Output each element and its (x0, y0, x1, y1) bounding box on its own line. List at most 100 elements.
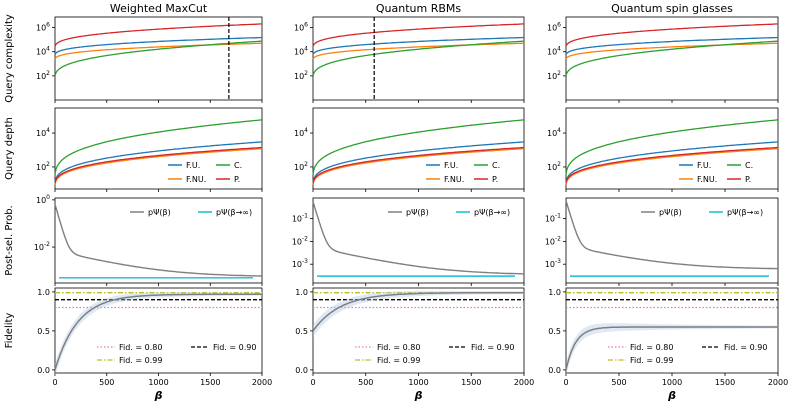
fidelity-band (313, 290, 524, 338)
line-fu (54, 36, 263, 55)
line-p-beta (54, 204, 263, 277)
axes-frame-r1-c0 (54, 107, 263, 190)
y-tick-label: 102 (36, 70, 50, 81)
column-title-1: Quantum RBMs (376, 2, 462, 15)
line-c (312, 40, 525, 76)
legend-label-fid-1: Fid. = 0.90 (724, 343, 767, 352)
y-tick-label: 104 (294, 127, 308, 138)
legend-label-p: P. (745, 175, 751, 184)
line-p (565, 146, 779, 184)
legend-label-p-infinity: pΨ(β→∞) (727, 208, 763, 217)
column-title-0: Weighted MaxCut (110, 2, 208, 15)
y-tick-label: 10-1 (545, 213, 561, 224)
line-c (312, 119, 525, 175)
x-tick-label: 1000 (148, 378, 168, 387)
line-c (54, 40, 263, 76)
y-tick-label: 106 (547, 22, 561, 33)
legend-label-c: C. (492, 161, 500, 170)
fidelity-band (566, 323, 778, 377)
legend-label-fu: F.U. (186, 161, 200, 170)
y-tick-label: 10-2 (34, 241, 50, 252)
line-c (565, 119, 779, 175)
y-tick-label: 10-2 (545, 235, 561, 246)
legend-label-p-infinity: pΨ(β→∞) (474, 208, 510, 217)
x-tick-label: 1500 (715, 378, 735, 387)
legend-label-fid-2: Fid. = 0.99 (377, 356, 420, 365)
y-tick-label: 0.5 (37, 327, 50, 336)
row-label-1: Query depth (4, 117, 15, 180)
y-tick-label: 1.0 (37, 288, 50, 297)
y-tick-label: 102 (36, 161, 50, 172)
x-tick-label: 0 (52, 378, 57, 387)
legend-label-fu: F.U. (444, 161, 458, 170)
x-tick-label: 1000 (662, 378, 682, 387)
legend-label-c: C. (745, 161, 753, 170)
y-tick-label: 104 (36, 46, 50, 57)
column-title-2: Quantum spin glasses (611, 2, 733, 15)
line-c (54, 119, 263, 175)
row-label-3: Fidelity (4, 313, 15, 349)
x-axis-label-0: β (154, 389, 163, 402)
line-fidelity (565, 326, 778, 370)
legend-label-fid-0: Fid. = 0.80 (630, 343, 673, 352)
y-tick-label: 104 (547, 46, 561, 57)
line-fidelity (54, 293, 262, 370)
x-tick-label: 500 (99, 378, 114, 387)
line-p (312, 146, 525, 184)
x-tick-label: 0 (310, 378, 315, 387)
row-label-0: Query complexity (4, 14, 15, 103)
legend-label-p-beta: pΨ(β) (148, 208, 171, 217)
y-tick-label: 106 (36, 22, 50, 33)
line-fnu (54, 42, 262, 60)
y-tick-label: 102 (294, 70, 308, 81)
line-p (565, 23, 779, 47)
row-label-2: Post-sel. Prob. (4, 205, 15, 275)
line-fu (312, 36, 525, 55)
line-c (565, 40, 779, 76)
y-tick-label: 0.0 (548, 366, 561, 375)
y-tick-label: 1.0 (295, 288, 308, 297)
line-p (54, 23, 263, 47)
legend-label-fid-2: Fid. = 0.99 (630, 356, 673, 365)
x-tick-label: 500 (611, 378, 626, 387)
y-tick-label: 102 (547, 70, 561, 81)
y-tick-label: 10-3 (292, 258, 308, 269)
y-tick-label: 10-3 (545, 258, 561, 269)
y-tick-label: 10-1 (292, 213, 308, 224)
y-tick-label: 106 (294, 22, 308, 33)
y-tick-label: 100 (36, 194, 50, 205)
line-fidelity (312, 291, 524, 332)
legend-label-fid-2: Fid. = 0.99 (119, 356, 162, 365)
legend-label-fid-0: Fid. = 0.80 (377, 343, 420, 352)
legend-label-p-beta: pΨ(β) (659, 208, 682, 217)
x-axis-label-2: β (667, 389, 676, 402)
x-tick-label: 1500 (200, 378, 220, 387)
y-tick-label: 1.0 (548, 288, 561, 297)
line-fnu (565, 42, 778, 60)
line-fnu (54, 148, 263, 185)
line-p-beta (312, 201, 525, 275)
y-tick-label: 102 (294, 161, 308, 172)
y-tick-label: 0.5 (295, 327, 308, 336)
x-tick-label: 500 (358, 378, 373, 387)
x-tick-label: 0 (563, 378, 568, 387)
y-tick-label: 0.0 (295, 366, 308, 375)
legend-label-fnu: F.NU. (444, 175, 464, 184)
line-fnu (312, 42, 524, 60)
line-fnu (312, 148, 525, 185)
legend-label-fnu: F.NU. (186, 175, 206, 184)
y-tick-label: 102 (547, 161, 561, 172)
legend-label-fid-1: Fid. = 0.90 (471, 343, 514, 352)
legend-label-fid-1: Fid. = 0.90 (213, 343, 256, 352)
y-tick-label: 104 (36, 127, 50, 138)
x-tick-label: 2000 (252, 378, 272, 387)
legend-label-p: P. (234, 175, 240, 184)
legend-label-p-infinity: pΨ(β→∞) (216, 208, 252, 217)
y-tick-label: 0.0 (37, 366, 50, 375)
line-fu (565, 36, 779, 55)
line-fu (54, 141, 263, 183)
legend-label-fid-0: Fid. = 0.80 (119, 343, 162, 352)
legend-label-p: P. (492, 175, 498, 184)
x-tick-label: 2000 (768, 378, 788, 387)
